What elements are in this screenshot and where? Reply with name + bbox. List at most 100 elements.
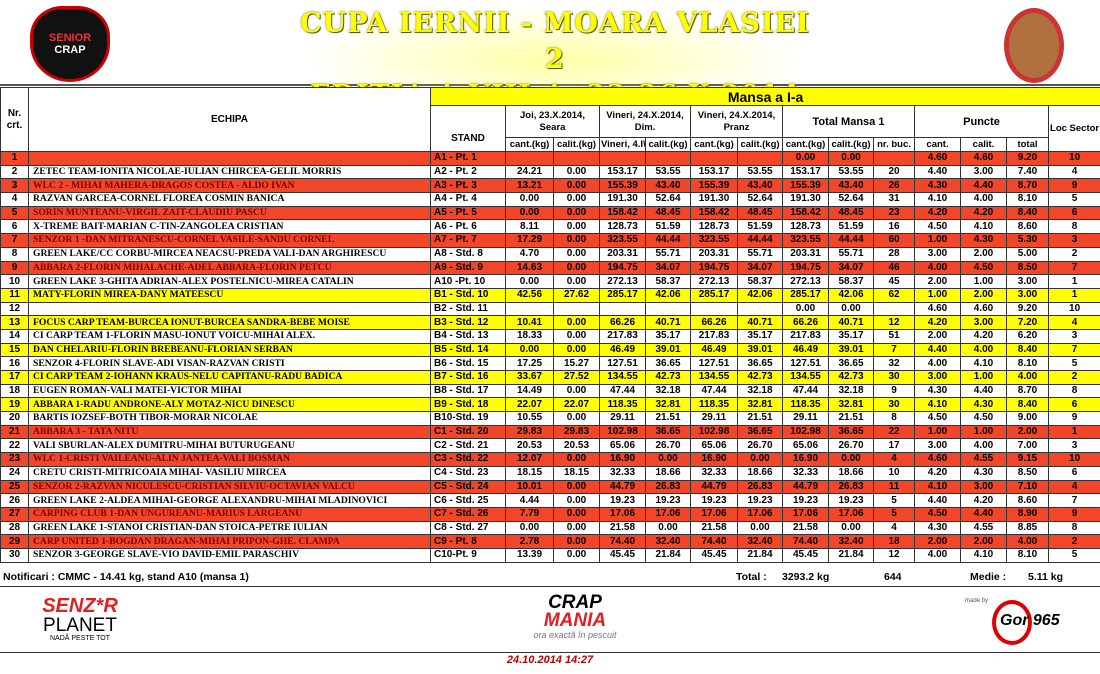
nr-cell: 13 [0, 315, 29, 330]
nr-buc-cell: 26 [873, 178, 915, 194]
puncte-cant-cell: 4.10 [914, 192, 961, 207]
loc-sector-cell: 2 [1047, 534, 1100, 549]
nr-cell: 1 [0, 151, 29, 166]
dim-calit-cell: 21.84 [645, 547, 691, 563]
pranz-calit-cell: 39.01 [737, 342, 783, 358]
nr-cell: 14 [0, 328, 29, 344]
puncte-cant-cell: 4.20 [914, 205, 961, 221]
nr-cell: 3 [0, 178, 29, 194]
stand-cell: C4 - Std. 23 [430, 465, 506, 481]
team-name-cell: BARTIS IOZSEF-BOTH TIBOR-MORAR NICOLAE [28, 411, 431, 426]
dim-cant-cell: 19.23 [599, 493, 646, 508]
puncte-total-cell: 8.50 [1006, 260, 1049, 276]
pranz-cant-cell: 47.44 [690, 383, 738, 399]
puncte-calit-cell: 4.20 [960, 205, 1007, 221]
joi-cant-cell: 8.11 [505, 219, 554, 235]
pranz-cant-cell: 127.51 [690, 356, 738, 371]
dim-cant-cell: 32.33 [599, 465, 646, 481]
table-row: 7 SENZOR 1 -DAN MITRANESCU-CORNEL VASILE-… [0, 233, 1100, 248]
dim-cant-cell: 323.55 [599, 233, 646, 248]
joi-calit-cell: 0.00 [553, 383, 600, 399]
nr-cell: 16 [0, 356, 29, 371]
pranz-cant-cell: 272.13 [690, 274, 738, 289]
table-row: 22 VALI SBURLAN-ALEX DUMITRU-MIHAI BUTURU… [0, 438, 1100, 454]
puncte-total-cell: 5.00 [1006, 246, 1049, 262]
puncte-calit-cell: 4.00 [960, 192, 1007, 207]
nr-buc-cell: 17 [873, 438, 915, 454]
table-row: 5 SORIN MUNTEANU-VIRGIL ZAIT-CLAUDIU PASC… [0, 205, 1100, 221]
total-cant-cell: 155.39 [782, 178, 829, 194]
joi-calit-cell: 27.62 [553, 287, 600, 303]
dim-cant-cell: 217.83 [599, 328, 646, 344]
stand-cell: B8 - Std. 17 [430, 383, 506, 399]
puncte-total-cell: 8.70 [1006, 383, 1049, 399]
joi-cant-cell: 24.21 [505, 164, 554, 180]
loc-sector-cell: 5 [1047, 192, 1100, 207]
puncte-total-cell: 8.10 [1006, 192, 1049, 207]
nr-buc-cell: 18 [873, 534, 915, 549]
pranz-calit-cell: 32.81 [737, 397, 783, 413]
puncte-calit-cell: 4.55 [960, 520, 1007, 536]
nr-buc-cell: 62 [873, 287, 915, 303]
puncte-cant-cell: 3.00 [914, 246, 961, 262]
puncte-total-cell: 3.00 [1006, 274, 1049, 289]
total-cant-cell: 19.23 [782, 493, 829, 508]
stand-cell: C2 - Std. 21 [430, 438, 506, 454]
loc-sector-cell: 1 [1047, 274, 1100, 289]
puncte-calit-cell: 4.10 [960, 547, 1007, 563]
team-name-cell: GREEN LAKE 1-STANOI CRISTIAN-DAN STOICA-… [28, 520, 431, 536]
team-name-cell: CRETU CRISTI-MITRICOAIA MIHAI- VASILIU M… [28, 465, 431, 481]
joi-cant-cell: 2.78 [505, 534, 554, 549]
table-row: 19 ABBARA 1-RADU ANDRONE-ALY MOTAZ-NICU D… [0, 397, 1100, 413]
puncte-total-cell: 7.20 [1006, 315, 1049, 330]
puncte-calit-cell: 4.50 [960, 260, 1007, 276]
pranz-calit-cell [737, 151, 783, 166]
nr-cell: 18 [0, 383, 29, 399]
puncte-cant-cell: 4.50 [914, 411, 961, 426]
dim-calit-cell: 32.81 [645, 397, 691, 413]
dim-calit-cell: 39.01 [645, 342, 691, 358]
nr-cell: 9 [0, 260, 29, 276]
total-cant-cell: 45.45 [782, 547, 829, 563]
dim-cant-cell: 74.40 [599, 534, 646, 549]
header-day2: Vineri, 24.X.2014, Dim. [599, 105, 691, 138]
pranz-calit-cell: 42.73 [737, 370, 783, 385]
dim-cant-cell: 203.31 [599, 246, 646, 262]
joi-calit-cell: 18.15 [553, 465, 600, 481]
nr-cell: 21 [0, 424, 29, 440]
puncte-cant-cell: 4.60 [914, 301, 961, 317]
pranz-cant-cell: 203.31 [690, 246, 738, 262]
puncte-total-cell: 9.00 [1006, 411, 1049, 426]
puncte-total-cell: 5.30 [1006, 233, 1049, 248]
total-calit-cell: 40.71 [828, 315, 874, 330]
medie-value: 5.11 kg [1028, 571, 1064, 583]
pranz-calit-cell: 32.40 [737, 534, 783, 549]
loc-sector-cell: 9 [1047, 506, 1100, 522]
pranz-cant-cell: 19.23 [690, 493, 738, 508]
puncte-calit-cell: 4.50 [960, 411, 1007, 426]
pranz-cant-cell: 155.39 [690, 178, 738, 194]
stand-cell: C10-Pt. 9 [430, 547, 506, 563]
joi-calit-cell [553, 151, 600, 166]
total-calit-cell: 36.65 [828, 424, 874, 440]
joi-cant-cell: 18.15 [505, 465, 554, 481]
loc-sector-cell: 7 [1047, 342, 1100, 358]
nr-cell: 20 [0, 411, 29, 426]
pranz-cant-cell: 65.06 [690, 438, 738, 454]
puncte-cant-cell: 4.50 [914, 219, 961, 235]
loc-sector-cell: 7 [1047, 493, 1100, 508]
dim-calit-cell: 58.37 [645, 274, 691, 289]
table-row: 25 SENZOR 2-RAZVAN NICULESCU-CRISTIAN SIL… [0, 479, 1100, 495]
joi-cant-cell: 10.55 [505, 411, 554, 426]
puncte-calit-cell: 4.40 [960, 383, 1007, 399]
dim-cant-cell [599, 301, 646, 317]
total-cant-cell: 0.00 [782, 151, 829, 166]
total-cant-cell: 21.58 [782, 520, 829, 536]
puncte-calit-cell: 1.00 [960, 424, 1007, 440]
dim-calit-cell: 51.59 [645, 219, 691, 235]
nr-buc-cell: 9 [873, 383, 915, 399]
table-row: 10 GREEN LAKE 3-GHITA ADRIAN-ALEX POSTELN… [0, 274, 1100, 289]
joi-calit-cell: 0.00 [553, 192, 600, 207]
total-calit-cell: 26.70 [828, 438, 874, 454]
table-row: 18 EUGEN ROMAN-VALI MATEI-VICTOR MIHAI B8 … [0, 383, 1100, 399]
